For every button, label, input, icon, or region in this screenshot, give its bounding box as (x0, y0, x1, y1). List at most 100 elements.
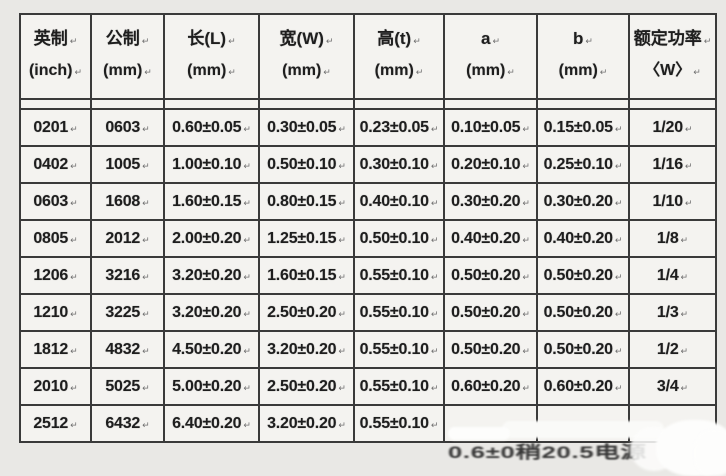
paragraph-mark: ↵ (142, 345, 150, 356)
table-cell: 5025 ↵ (90, 367, 165, 406)
paragraph-mark: ↵ (430, 419, 439, 430)
header-gap-row (19, 98, 717, 110)
table-cell: 0.55±0.10 ↵ (353, 293, 445, 332)
table-cell: 1.25±0.15 ↵ (258, 219, 355, 258)
table-cell: 3/4 ↵ (628, 367, 717, 406)
paragraph-mark: ↵ (323, 67, 331, 77)
table-row: 0805 ↵ 2012 ↵ 2.00±0.20 ↵ 1.25±0.15 ↵ 0.50±0.10 ↵… (19, 219, 717, 258)
paragraph-mark: ↵ (585, 36, 593, 46)
table-row: 0402 ↵ 1005 ↵ 1.00±0.10 ↵ 0.50±0.10 ↵ 0.30±0.10 ↵… (19, 145, 717, 184)
paragraph-mark: ↵ (614, 308, 623, 319)
paragraph-mark: ↵ (70, 345, 78, 356)
table-cell (90, 98, 165, 110)
table-cell: 1812 ↵ (19, 330, 92, 369)
paragraph-mark: ↵ (430, 271, 439, 282)
paragraph-mark: ↵ (243, 345, 251, 356)
table-row: 0201 ↵ 0603 ↵ 0.60±0.05 ↵ 0.30±0.05 ↵ 0.23±0.05 ↵… (19, 108, 717, 147)
table-cell: 1206 ↵ (19, 256, 92, 295)
table-cell: 0.50±0.20 ↵ (443, 330, 538, 369)
paragraph-mark: ↵ (142, 308, 150, 319)
table-cell: 0.30±0.05 ↵ (258, 108, 355, 147)
table-cell: 1/10 ↵ (628, 182, 717, 221)
table-cell (628, 98, 717, 110)
table-cell: 3225 ↵ (90, 293, 165, 332)
table-cell: 0.25±0.10 ↵ (536, 145, 630, 184)
table-cell: 0.50±0.10 ↵ (353, 219, 445, 258)
table-cell: 0805 ↵ (19, 219, 92, 258)
col-header-length: 长(L) ↵ (mm) ↵ (163, 13, 260, 100)
table-body: 0201 ↵ 0603 ↵ 0.60±0.05 ↵ 0.30±0.05 ↵ 0.23±0.05 ↵… (19, 98, 717, 443)
paragraph-mark: ↵ (338, 271, 346, 282)
table-cell: 0.40±0.20 ↵ (536, 219, 630, 258)
col-header-b: b ↵ (mm) ↵ (536, 13, 630, 100)
col-header-width: 宽(W) ↵ (mm) ↵ (258, 13, 355, 100)
table-cell: 0.55±0.10 ↵ (353, 256, 445, 295)
paragraph-mark: ↵ (614, 234, 623, 245)
paragraph-mark: ↵ (228, 67, 236, 77)
paragraph-mark: ↵ (522, 382, 530, 393)
watermark-blob (448, 427, 510, 440)
paragraph-mark: ↵ (243, 419, 251, 430)
paragraph-mark: ↵ (430, 308, 439, 319)
table-cell: 1/2 ↵ (628, 330, 717, 369)
col-header-height: 高(t) ↵ (mm) ↵ (353, 13, 445, 100)
table-cell: 1/4 ↵ (628, 256, 717, 295)
table-cell: 0.55±0.10 ↵ (353, 330, 445, 369)
table-cell (258, 98, 355, 110)
table-cell: 0.50±0.20 ↵ (536, 330, 630, 369)
table-cell: 0.55±0.10 ↵ (353, 404, 445, 443)
paragraph-mark: ↵ (243, 160, 251, 171)
table-cell: 0.15±0.05 ↵ (536, 108, 630, 147)
table-cell: 0402 ↵ (19, 145, 92, 184)
table-cell: 0.40±0.10 ↵ (353, 182, 445, 221)
paragraph-mark: ↵ (144, 67, 152, 77)
table-cell: 0603 ↵ (19, 182, 92, 221)
paragraph-mark: ↵ (338, 419, 346, 430)
table-cell (19, 98, 92, 110)
paragraph-mark: ↵ (684, 197, 693, 208)
table-cell: 1/8 ↵ (628, 219, 717, 258)
resistor-size-table: 英制 ↵ (inch) ↵ 公制 ↵ (mm) ↵ 长(L) ↵ (mm) ↵ 宽(W) ↵ … (19, 13, 717, 443)
paragraph-mark: ↵ (338, 382, 346, 393)
table-cell: 2.00±0.20 ↵ (163, 219, 260, 258)
paragraph-mark: ↵ (70, 197, 78, 208)
table-row: 2010 ↵ 5025 ↵ 5.00±0.20 ↵ 2.50±0.20 ↵ 0.55±0.10 ↵… (19, 367, 717, 406)
paragraph-mark: ↵ (243, 382, 251, 393)
paragraph-mark: ↵ (70, 234, 78, 245)
paragraph-mark: ↵ (680, 382, 689, 393)
table-cell: 2012 ↵ (90, 219, 165, 258)
paragraph-mark: ↵ (338, 308, 346, 319)
table-cell: 0.23±0.05 ↵ (353, 108, 445, 147)
paragraph-mark: ↵ (338, 197, 346, 208)
table-cell: 2.50±0.20 ↵ (258, 293, 355, 332)
paragraph-mark: ↵ (430, 160, 439, 171)
table-cell: 0.60±0.20 ↵ (536, 367, 630, 406)
paragraph-mark: ↵ (680, 234, 689, 245)
column-title: 英制 ↵ (33, 29, 78, 48)
paragraph-mark: ↵ (684, 160, 693, 171)
table-cell: 0.50±0.20 ↵ (443, 293, 538, 332)
table-row: 1812 ↵ 4832 ↵ 4.50±0.20 ↵ 3.20±0.20 ↵ 0.55±0.10 ↵… (19, 330, 717, 369)
paragraph-mark: ↵ (492, 36, 500, 46)
table-cell: 0.10±0.05 ↵ (443, 108, 538, 147)
paragraph-mark: ↵ (522, 160, 530, 171)
table-cell (163, 98, 260, 110)
table-cell: 1.00±0.10 ↵ (163, 145, 260, 184)
paragraph-mark: ↵ (228, 36, 236, 46)
paragraph-mark: ↵ (507, 67, 515, 77)
table-cell: 0.40±0.20 ↵ (443, 219, 538, 258)
col-header-rated-power: 额定功率 ↵ 〈W〉 ↵ (628, 13, 717, 100)
paragraph-mark: ↵ (614, 160, 623, 171)
table-cell: 5.00±0.20 ↵ (163, 367, 260, 406)
table-cell: 0201 ↵ (19, 108, 92, 147)
paragraph-mark: ↵ (430, 345, 439, 356)
column-title: a ↵ (480, 29, 500, 48)
table-cell: 1.60±0.15 ↵ (163, 182, 260, 221)
table-cell: 0.60±0.20 ↵ (443, 367, 538, 406)
table-cell: 0.60±0.05 ↵ (163, 108, 260, 147)
paragraph-mark: ↵ (522, 123, 530, 134)
table-cell: 2512 ↵ (19, 404, 92, 443)
paragraph-mark: ↵ (522, 197, 530, 208)
paragraph-mark: ↵ (142, 123, 150, 134)
table-cell: 0.30±0.10 ↵ (353, 145, 445, 184)
